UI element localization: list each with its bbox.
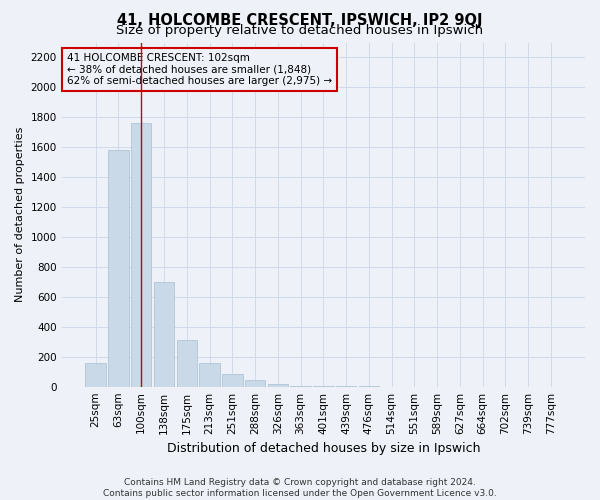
Bar: [176, 340, 197, 386]
Bar: [199, 364, 220, 386]
Bar: [85, 364, 106, 386]
Bar: [222, 374, 242, 386]
Text: Size of property relative to detached houses in Ipswich: Size of property relative to detached ho…: [116, 24, 484, 37]
Bar: [245, 380, 265, 386]
X-axis label: Distribution of detached houses by size in Ipswich: Distribution of detached houses by size …: [167, 442, 480, 455]
Text: 41, HOLCOMBE CRESCENT, IPSWICH, IP2 9QJ: 41, HOLCOMBE CRESCENT, IPSWICH, IP2 9QJ: [117, 12, 483, 28]
Text: 41 HOLCOMBE CRESCENT: 102sqm
← 38% of detached houses are smaller (1,848)
62% of: 41 HOLCOMBE CRESCENT: 102sqm ← 38% of de…: [67, 53, 332, 86]
Bar: [131, 124, 151, 386]
Y-axis label: Number of detached properties: Number of detached properties: [15, 127, 25, 302]
Bar: [268, 384, 288, 386]
Text: Contains HM Land Registry data © Crown copyright and database right 2024.
Contai: Contains HM Land Registry data © Crown c…: [103, 478, 497, 498]
Bar: [154, 282, 174, 387]
Bar: [108, 150, 129, 386]
